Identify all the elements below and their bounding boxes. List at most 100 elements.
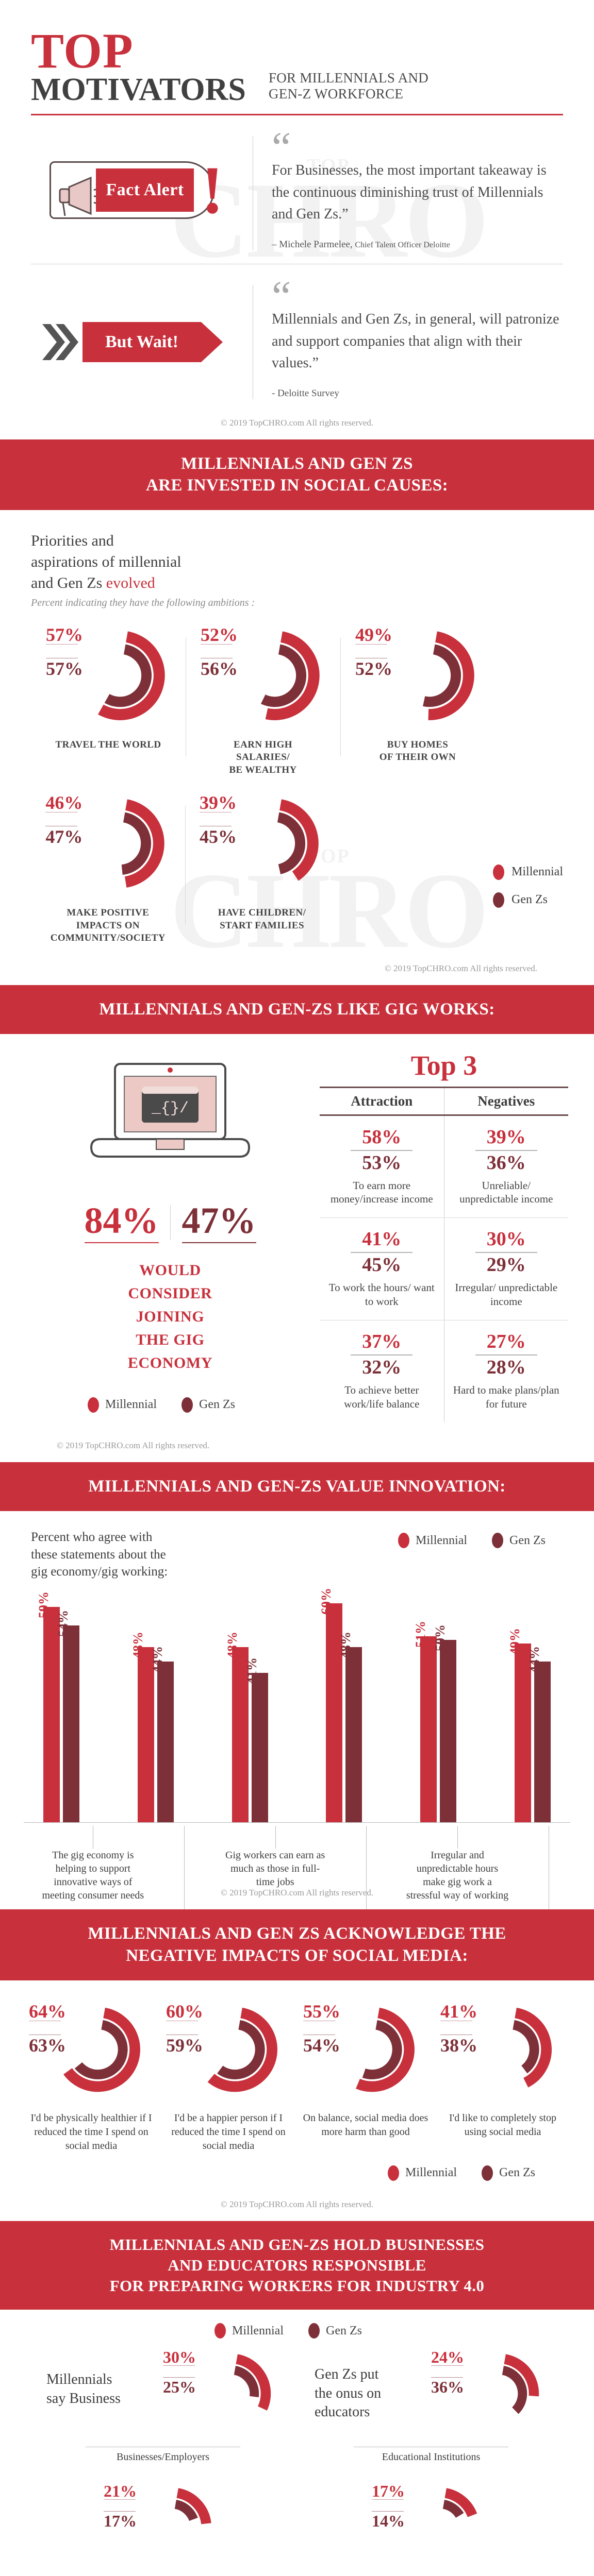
section-banner-industry: MILLENNIALS AND GEN-ZS HOLD BUSINESSES A… — [0, 2221, 594, 2310]
top3-attraction-cell: 58% 53% To earn more money/increase inco… — [320, 1115, 444, 1218]
bar-millennial-value: 51% — [413, 1620, 428, 1648]
donut-leader-line-millennial — [46, 643, 78, 645]
donut-value-labels: 21% 17% — [104, 2483, 137, 2529]
donut-chart: 64% 63% — [29, 2000, 151, 2103]
donut-genz-value: 52% — [355, 658, 392, 679]
legend-dot-genzs-icon-4 — [308, 2323, 320, 2339]
donut-chart: 52% 56% — [201, 623, 322, 732]
legend-item-genzs: Gen Zs — [182, 1397, 235, 1413]
donut-genz-value: 47% — [45, 826, 83, 847]
quote-attribution-2: - Deloitte Survey — [272, 387, 339, 399]
industry-right-heading-3: educators — [315, 2404, 370, 2420]
donut-rings — [470, 2003, 563, 2098]
donut-rings — [233, 794, 331, 895]
innovation-legend: Millennial Gen Zs — [398, 1529, 563, 1549]
donut-chart: 49% 52% — [355, 623, 477, 732]
legend-label-millennial: Millennial — [105, 1398, 157, 1412]
donut-rings — [462, 2350, 550, 2440]
quote-open-icon: “ — [272, 124, 291, 172]
bar-genz-value: 44% — [150, 1646, 165, 1673]
gig-would-consider-text: WOULD CONSIDER JOINING THE GIG ECONOMY — [128, 1259, 212, 1375]
social-media-banner-line-2: NEGATIVE IMPACTS OF SOCIAL MEDIA: — [126, 1946, 468, 1965]
quote-text-1: For Businesses, the most important takea… — [272, 162, 547, 223]
donut-value-labels: 24% 36% — [431, 2349, 464, 2395]
legend-item-millennial: Millennial — [88, 1397, 157, 1413]
bar-group: 51% 50% — [401, 1621, 476, 1822]
table-row: 41% 45% To work the hours/ want to work … — [320, 1217, 568, 1320]
donut-leader-line-millennial — [104, 2499, 136, 2500]
legend-item-millennial-3: Millennial — [388, 2165, 457, 2181]
fact-alert-badge: Fact Alert ! — [41, 152, 242, 234]
subtitle-line-2: GEN-Z WORKFORCE — [268, 86, 404, 102]
donut-cell: 39% 45% HAVE CHILDREN/START FAMILIES — [185, 791, 339, 945]
industry-left-heading: Millennials say Business — [39, 2347, 158, 2408]
legend-label-millennial-0: Millennial — [512, 865, 563, 879]
section-banner-social-causes: MILLENNIALS AND GEN ZS ARE INVESTED IN S… — [0, 439, 594, 511]
top3-attraction-cell: 41% 45% To work the hours/ want to work — [320, 1217, 444, 1320]
donut-leader-line-genz — [163, 2377, 195, 2378]
donut-genz-value: 25% — [163, 2378, 196, 2397]
legend-label-millennial-4: Millennial — [232, 2324, 284, 2337]
donut-value-labels: 30% 25% — [163, 2349, 196, 2395]
social-media-donut-row: 64% 63% I'd be physically healthier if I… — [0, 1980, 594, 2153]
industry-right-heading-1: Gen Zs put — [315, 2366, 379, 2383]
donut-genz-value: 36% — [431, 2378, 464, 2397]
quote-block-fact-alert: Fact Alert ! “ For Businesses, the most … — [0, 115, 594, 250]
donut-genz-value: 63% — [29, 2035, 66, 2056]
bar-genz: 50% — [433, 1624, 457, 1822]
title-block: TOP MOTIVATORS — [31, 26, 246, 108]
bar-millennial-value: 48% — [224, 1632, 240, 1659]
quote-block-but-wait: But Wait! “ Millennials and Gen Zs, in g… — [0, 264, 594, 399]
donut-rings — [79, 626, 177, 727]
attraction-genz-value: 45% — [362, 1254, 402, 1276]
donut-chart: 24% 36% — [426, 2347, 555, 2445]
donut-millennial-value: 60% — [166, 2001, 203, 2022]
industry-left-heading-1: Millennials — [46, 2371, 112, 2388]
donut-row-social-causes-1: 57% 57% TRAVEL THE WORLD 52% 56% EARN HI… — [0, 609, 594, 777]
top3-negatives-cell: 27% 28% Hard to make plans/plan for futu… — [444, 1320, 568, 1422]
gig-right-column: Top 3 Attraction Negatives 58% 53% To ea… — [315, 1049, 568, 1422]
social-media-banner-line-1: MILLENNIALS AND GEN ZS ACKNOWLEDGE THE — [88, 1924, 506, 1943]
industry-col-businesses: Millennials say Business 30% 25% Busines… — [29, 2347, 297, 2463]
copyright-3: © 2019 TopCHRO.com All rights reserved. — [57, 1440, 210, 1451]
donut-millennial-value: 57% — [46, 624, 83, 645]
legend-item-genzs-0: Gen Zs — [493, 892, 563, 908]
bar-millennial: 48% — [130, 1632, 154, 1822]
donut-leader-line-genz — [431, 2377, 463, 2378]
industry-row-1: Millennials say Business 30% 25% Busines… — [0, 2344, 594, 2463]
legend-label-millennial-2: Millennial — [416, 1533, 468, 1547]
negatives-millennial-value: 30% — [486, 1228, 526, 1250]
copyright-5: © 2019 TopCHRO.com All rights reserved. — [220, 2199, 374, 2209]
attraction-value-divider — [351, 1252, 413, 1253]
gig-millennial-stat: 84% — [73, 1202, 170, 1243]
top3-header-row: Attraction Negatives — [320, 1086, 568, 1116]
donut-millennial-value: 46% — [45, 792, 83, 813]
but-wait-label: But Wait! — [82, 321, 223, 362]
quote-text-2: Millennials and Gen Zs, in general, will… — [272, 311, 559, 371]
donut-chart: 41% 38% — [440, 2000, 563, 2103]
social-media-cell: 60% 59% I'd be a happier person if I red… — [164, 2000, 293, 2153]
top3-negatives-cell: 30% 29% Irregular/ unpredictable income — [444, 1217, 568, 1320]
legend-label-genzs-0: Gen Zs — [512, 893, 548, 907]
bar-caption: Gig workers can earn as much as those in… — [224, 1825, 327, 1889]
double-chevron-right-icon — [42, 324, 78, 360]
table-row: 58% 53% To earn more money/increase inco… — [320, 1115, 568, 1218]
bar-chart-plot: 59% 54% 48% 44% 48% 41% 60% 48% 51% 50% … — [24, 1581, 570, 1823]
bar-genz-value: 50% — [433, 1624, 448, 1651]
attraction-millennial-value: 41% — [362, 1228, 402, 1250]
innovation-bar-chart: 59% 54% 48% 44% 48% 41% 60% 48% 51% 50% … — [0, 1581, 594, 1967]
page-subtitle: FOR MILLENNIALS AND GEN-Z WORKFORCE — [269, 70, 428, 106]
gig-section: _{}/ 84% 47% WOULD CONSIDER JOINING — [0, 1034, 594, 1422]
quote-open-icon-2: “ — [272, 272, 291, 320]
donut-rings — [333, 2003, 426, 2098]
donut-rings — [196, 2003, 289, 2098]
donut-row-social-causes-2: 46% 47% MAKE POSITIVE IMPACTS ON COMMUNITY… — [0, 777, 594, 945]
page-title-bottom: MOTIVATORS — [31, 72, 246, 108]
donut-cell: 52% 56% EARN HIGH SALARIES/BE WEALTHY — [186, 623, 340, 777]
legend-label-genzs: Gen Zs — [199, 1398, 235, 1412]
donut-chart: 46% 47% — [45, 791, 167, 900]
bar-caption-tick — [366, 1825, 367, 1914]
legend-item-genzs-4: Gen Zs — [308, 2323, 362, 2339]
legend-dot-millennial-icon — [88, 1397, 100, 1413]
